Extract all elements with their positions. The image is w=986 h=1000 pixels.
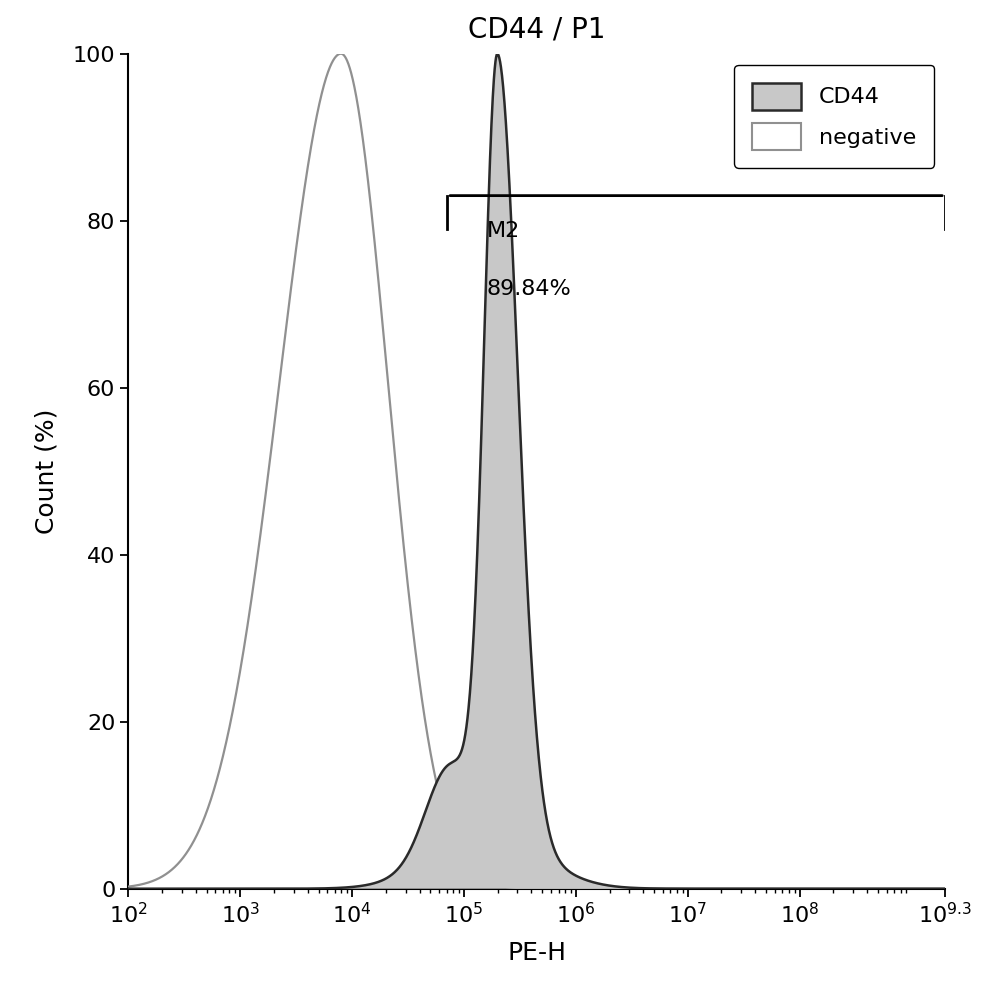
X-axis label: PE-H: PE-H xyxy=(507,941,566,965)
Legend: CD44, negative: CD44, negative xyxy=(734,65,933,168)
Title: CD44 / P1: CD44 / P1 xyxy=(467,15,604,43)
Text: M2: M2 xyxy=(486,221,520,241)
Text: 89.84%: 89.84% xyxy=(486,279,571,299)
Y-axis label: Count (%): Count (%) xyxy=(35,409,59,534)
